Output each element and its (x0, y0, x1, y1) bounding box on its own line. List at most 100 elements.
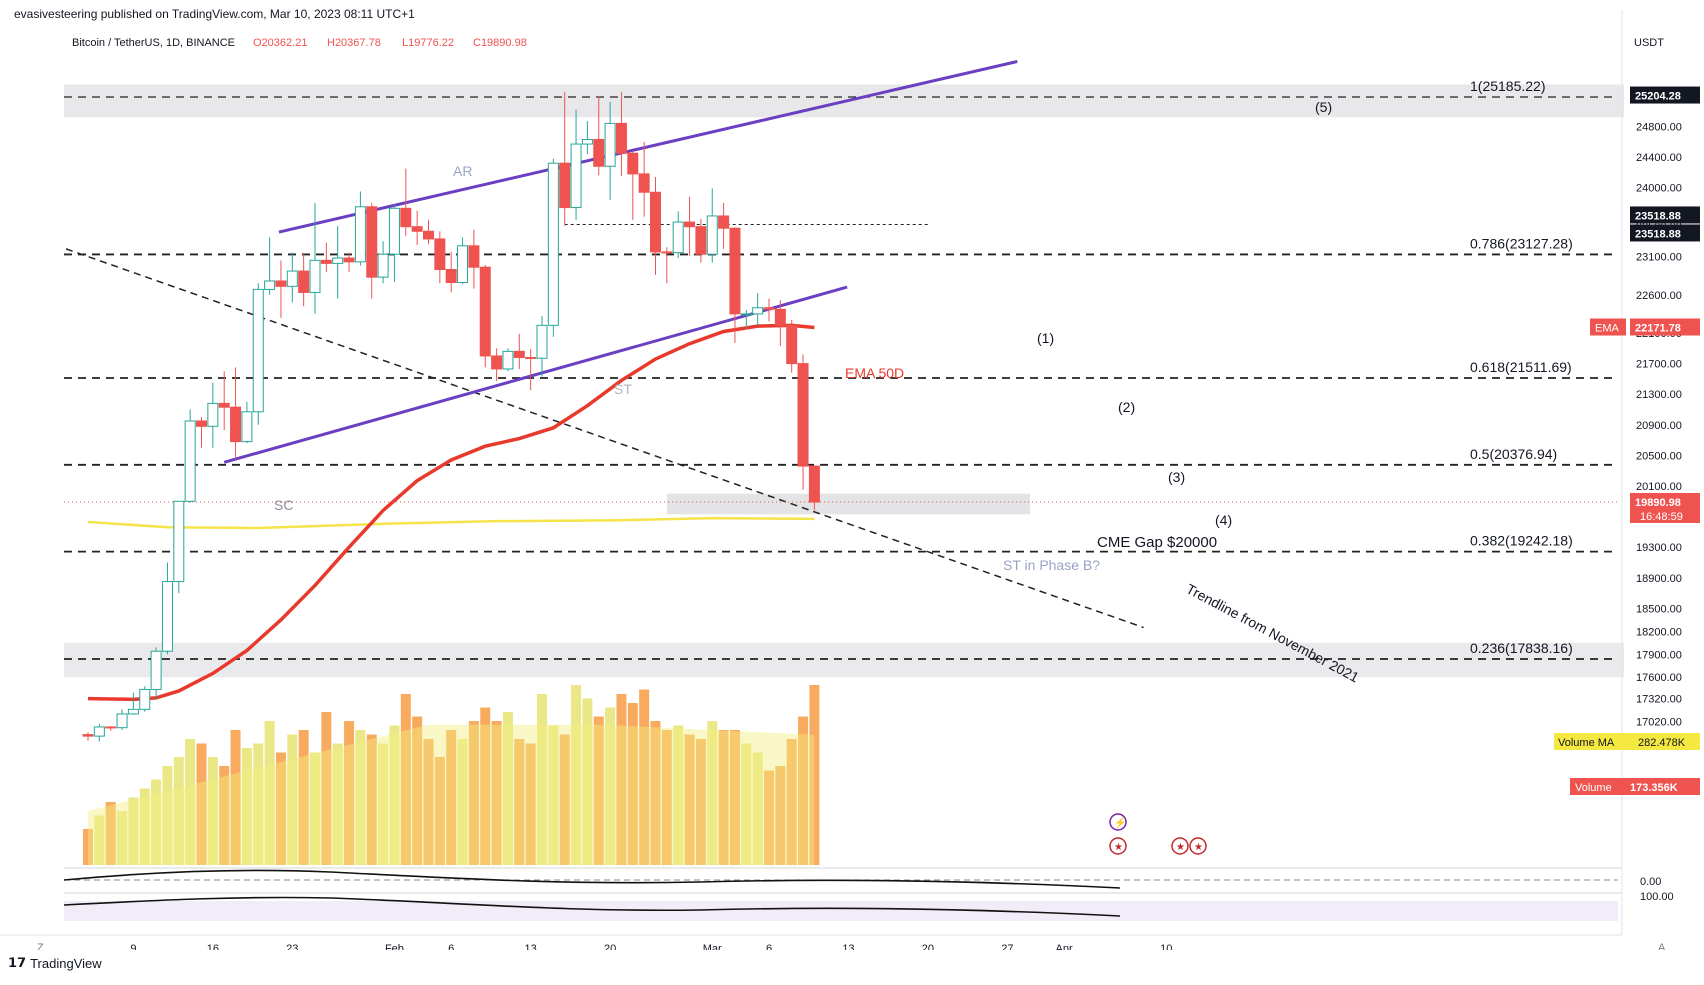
badge-ema (1630, 318, 1700, 336)
candle-body (320, 259, 332, 264)
volume-bar (616, 694, 627, 865)
y-tick-label: 22600.00 (1636, 290, 1682, 302)
candle-body (230, 406, 242, 443)
candle-body (184, 420, 196, 502)
trendline-nov-2021 (65, 248, 1144, 629)
candle-body (479, 266, 491, 357)
channel-lower-line (223, 285, 848, 464)
candle-body (377, 253, 389, 278)
candle-body (161, 581, 173, 652)
badge-last-text: 19890.98 (1635, 497, 1681, 509)
candle-body (559, 162, 571, 209)
volume-bar (378, 743, 389, 865)
candle-body (684, 221, 696, 228)
candle-body (718, 215, 730, 229)
candle-body (627, 152, 639, 175)
volume-bar (446, 730, 457, 865)
candle-body (491, 355, 503, 370)
volume-bar (798, 716, 809, 865)
y-tick-label: 23100.00 (1636, 252, 1682, 264)
volume-bar (344, 721, 355, 865)
volume-bar (582, 698, 593, 865)
candle-body (150, 650, 162, 690)
candle-body (82, 734, 94, 737)
candle-body (241, 411, 253, 443)
y-tick-label: 20100.00 (1636, 481, 1682, 493)
candle-body (457, 245, 469, 284)
volume-bar (764, 770, 774, 865)
y-tick-label: 17600.00 (1636, 672, 1682, 684)
volume-bar (718, 730, 729, 865)
y-tick-label: 24000.00 (1636, 183, 1682, 195)
candle-body (752, 307, 764, 315)
y-tick-label: 18200.00 (1636, 626, 1682, 638)
volume-ma-area (88, 724, 815, 865)
event-flash-icon[interactable] (1109, 813, 1127, 831)
candle-body (173, 500, 185, 583)
volume-ma-badge (1554, 733, 1700, 750)
candle-body (207, 402, 219, 427)
event-us-flag-icon[interactable] (1109, 837, 1127, 855)
osc2-value: 100.00 (1640, 891, 1674, 903)
candle-body (354, 206, 366, 263)
volume-bar (128, 797, 139, 865)
volume-bar (752, 752, 763, 865)
candle-body (638, 173, 650, 193)
fib-label: 0.382(19242.18) (1470, 533, 1573, 549)
badge-ema-tag-text: EMA (1595, 323, 1620, 335)
candle-body (604, 122, 616, 167)
candle-body (525, 356, 537, 359)
badge-23518-a-text: 23518.88 (1635, 210, 1681, 222)
axis-currency: USDT (1634, 37, 1664, 49)
candle-body (786, 324, 798, 365)
volume-badge (1570, 778, 1700, 795)
x-tick-label: 13 (525, 943, 537, 950)
volume-bar (707, 721, 718, 865)
candle-body (264, 280, 276, 290)
badge-ema-text: 22171.78 (1635, 323, 1681, 335)
volume-bar (514, 739, 525, 865)
volume-bar (468, 721, 479, 865)
ohlc-l: L19776.22 (402, 37, 454, 49)
volume-bar (332, 743, 343, 865)
osc2-band (64, 901, 1618, 921)
osc2-line (63, 896, 1121, 917)
label-sc: SC (274, 497, 293, 513)
candle-body (298, 270, 310, 293)
event-us-flag-icon-3[interactable] (1189, 837, 1207, 855)
badge-25204-text: 25204.28 (1635, 91, 1681, 103)
x-nav-left: Z (37, 942, 44, 950)
label-wave-1: (1) (1037, 330, 1054, 346)
fib-label: 0.5(20376.94) (1470, 446, 1557, 462)
volume-bar (695, 739, 706, 865)
candle-body (502, 350, 514, 370)
badge-last (1630, 492, 1700, 523)
candle-body (797, 363, 809, 467)
event-us-flag-icon-2[interactable] (1171, 837, 1189, 855)
candle-body (650, 191, 661, 253)
x-tick-label: 13 (842, 943, 854, 950)
footer-brand[interactable]: TradingView (30, 955, 102, 971)
candle-body (105, 726, 117, 729)
volume-bar (684, 734, 695, 865)
label-wave-3: (3) (1168, 469, 1185, 485)
label-wave-5: (5) (1315, 99, 1332, 115)
volume-bar (287, 734, 298, 865)
volume-bar (661, 730, 672, 865)
x-tick-label: 27 (1001, 943, 1013, 950)
event-us-flag-icon-glyph: ★ (1114, 842, 1123, 853)
price-chart[interactable]: 1(25185.22) 0.786(23127.28) 0.618(21511.69… (0, 0, 1704, 950)
volume-bar (593, 716, 604, 865)
volume-bar (83, 829, 93, 865)
tradingview-logo-icon[interactable]: 𝟭𝟳 (8, 955, 27, 970)
volume-bar (366, 734, 377, 865)
volume-bar (537, 694, 547, 865)
volume-bar (673, 725, 684, 865)
y-tick-label: 18500.00 (1636, 603, 1682, 615)
candle-body (740, 313, 752, 316)
candle-body (332, 257, 344, 264)
volume-value: 173.356K (1630, 782, 1678, 794)
volume-bar (173, 757, 184, 865)
label-ema50: EMA 50D (845, 365, 904, 381)
volume-bar (639, 689, 650, 865)
